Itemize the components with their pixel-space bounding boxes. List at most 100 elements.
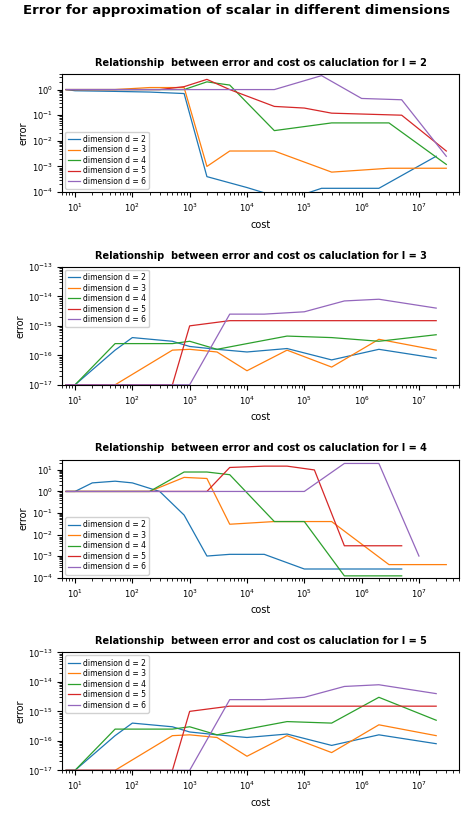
dimension d = 4 [227,470,233,480]
Title: Relationship  between error and cost os caluclation for l = 3: Relationship between error and cost os c… [95,250,427,261]
dimension d = 2 [214,730,220,740]
dimension d = 2 [72,380,78,390]
dimension d = 6 [112,380,118,390]
dimension d = 6 [170,486,175,496]
dimension d = 4 [170,724,175,734]
dimension d = 4 [112,724,118,734]
dimension d = 3 [170,345,175,355]
dimension d = 4 [72,85,78,95]
dimension d = 5 [444,146,449,156]
dimension d = 5 [64,380,69,390]
dimension d = 5 [72,765,78,775]
dimension d = 3 [72,85,78,95]
dimension d = 6 [272,486,277,496]
dimension d = 2 [433,353,439,363]
dimension d = 5 [261,461,267,471]
Legend: dimension d = 2, dimension d = 3, dimension d = 4, dimension d = 5, dimension d : dimension d = 2, dimension d = 3, dimens… [65,518,149,574]
dimension d = 2 [64,380,69,390]
dimension d = 3 [329,362,335,372]
dimension d = 3 [329,747,335,757]
dimension d = 4 [64,380,69,390]
dimension d = 2 [64,486,69,496]
X-axis label: cost: cost [251,605,271,616]
dimension d = 4 [244,339,250,349]
dimension d = 5 [376,701,382,711]
dimension d = 2 [284,729,290,739]
dimension d = 5 [301,316,307,326]
dimension d = 6 [157,85,163,95]
dimension d = 4 [272,517,277,527]
dimension d = 3 [187,344,192,354]
Text: Error for approximation of scalar in different dimensions: Error for approximation of scalar in dif… [23,4,451,17]
Title: Relationship  between error and cost os caluclation for l = 5: Relationship between error and cost os c… [95,636,427,646]
dimension d = 5 [112,380,118,390]
Legend: dimension d = 2, dimension d = 3, dimension d = 4, dimension d = 5, dimension d : dimension d = 2, dimension d = 3, dimens… [65,132,149,189]
dimension d = 2 [261,550,267,560]
dimension d = 3 [227,519,233,529]
dimension d = 2 [181,89,187,99]
X-axis label: cost: cost [251,220,271,230]
dimension d = 3 [444,163,449,173]
dimension d = 6 [272,85,277,95]
Line: dimension d = 5: dimension d = 5 [66,321,436,385]
X-axis label: cost: cost [251,412,271,422]
dimension d = 6 [112,765,118,775]
dimension d = 4 [342,571,347,581]
dimension d = 6 [301,692,307,702]
dimension d = 3 [112,486,118,496]
dimension d = 4 [329,332,335,342]
dimension d = 5 [227,463,233,472]
dimension d = 3 [244,365,250,375]
dimension d = 2 [157,486,163,496]
dimension d = 3 [181,472,187,482]
dimension d = 6 [433,689,439,699]
Line: dimension d = 6: dimension d = 6 [66,300,436,385]
Line: dimension d = 6: dimension d = 6 [66,463,419,556]
Legend: dimension d = 2, dimension d = 3, dimension d = 4, dimension d = 5, dimension d : dimension d = 2, dimension d = 3, dimens… [65,270,149,328]
dimension d = 4 [376,337,382,346]
dimension d = 2 [284,344,290,354]
dimension d = 5 [204,486,210,496]
Line: dimension d = 4: dimension d = 4 [66,472,401,576]
dimension d = 5 [112,486,118,496]
dimension d = 2 [170,337,175,346]
dimension d = 2 [187,727,192,737]
dimension d = 3 [272,146,277,156]
dimension d = 5 [342,541,347,551]
Line: dimension d = 6: dimension d = 6 [66,685,436,770]
Line: dimension d = 5: dimension d = 5 [66,79,447,151]
dimension d = 6 [72,380,78,390]
dimension d = 2 [112,477,118,486]
dimension d = 6 [72,486,78,496]
dimension d = 4 [214,730,220,740]
dimension d = 3 [376,334,382,344]
dimension d = 4 [181,85,187,95]
dimension d = 6 [376,680,382,690]
dimension d = 5 [399,110,404,120]
dimension d = 4 [301,517,307,527]
dimension d = 2 [376,730,382,740]
dimension d = 4 [181,467,187,477]
Y-axis label: error: error [15,314,25,337]
Line: dimension d = 2: dimension d = 2 [66,337,436,385]
dimension d = 4 [376,692,382,702]
dimension d = 6 [261,309,267,319]
dimension d = 5 [329,316,335,326]
dimension d = 2 [214,344,220,354]
dimension d = 2 [129,478,135,488]
dimension d = 2 [433,739,439,749]
Y-axis label: error: error [15,700,25,723]
dimension d = 4 [244,724,250,734]
dimension d = 5 [227,85,233,95]
dimension d = 4 [72,380,78,390]
dimension d = 4 [147,486,153,496]
dimension d = 2 [90,478,95,488]
dimension d = 2 [72,86,78,95]
dimension d = 5 [157,486,163,496]
dimension d = 2 [376,184,382,193]
Line: dimension d = 2: dimension d = 2 [66,481,401,569]
dimension d = 3 [386,163,392,173]
dimension d = 2 [72,765,78,775]
Y-axis label: error: error [19,121,29,145]
dimension d = 5 [329,109,335,119]
